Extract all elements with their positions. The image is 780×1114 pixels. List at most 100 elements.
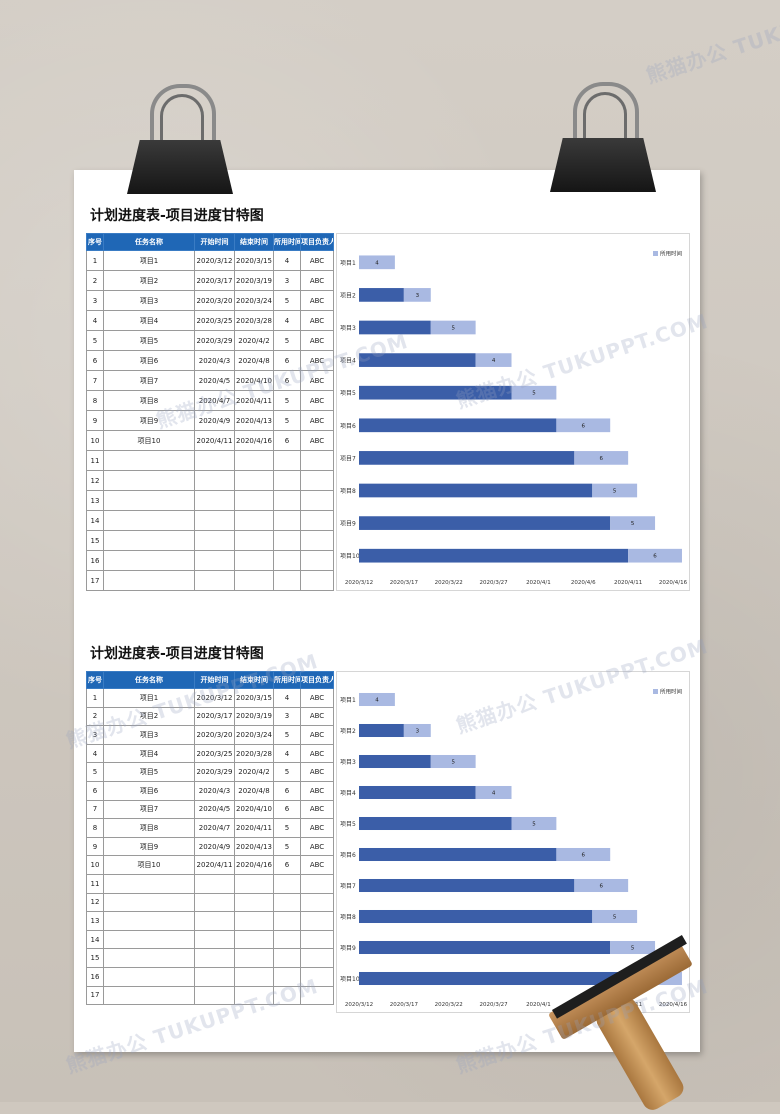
table-cell[interactable]: 6: [273, 780, 301, 801]
table-cell[interactable]: [273, 911, 301, 931]
table-cell[interactable]: 15: [86, 530, 104, 551]
table-cell[interactable]: 11: [86, 873, 104, 894]
table-cell[interactable]: 5: [86, 330, 104, 351]
table-cell[interactable]: 4: [273, 310, 301, 331]
table-cell[interactable]: [194, 570, 235, 591]
table-cell[interactable]: 4: [273, 250, 301, 271]
table-cell[interactable]: [234, 550, 274, 571]
table-cell[interactable]: ABC: [300, 310, 334, 331]
table-cell[interactable]: [194, 450, 235, 471]
table-cell[interactable]: 2020/3/24: [234, 290, 274, 311]
table-cell[interactable]: 17: [86, 985, 104, 1006]
table-cell[interactable]: [194, 948, 235, 968]
table-cell[interactable]: [273, 929, 301, 950]
table-cell[interactable]: [273, 450, 301, 471]
table-cell[interactable]: [103, 911, 195, 931]
table-cell[interactable]: [194, 490, 235, 511]
table-cell[interactable]: ABC: [300, 270, 334, 291]
table-cell[interactable]: [273, 490, 301, 511]
table-cell[interactable]: 2: [86, 270, 104, 291]
table-cell[interactable]: 2020/3/24: [234, 725, 274, 745]
table-cell[interactable]: 10: [86, 430, 104, 451]
table-cell[interactable]: 7: [86, 370, 104, 391]
table-cell[interactable]: 13: [86, 490, 104, 511]
table-cell[interactable]: 项目2: [103, 270, 195, 291]
table-cell[interactable]: 2020/3/12: [194, 250, 235, 271]
table-cell[interactable]: ABC: [300, 330, 334, 351]
table-cell[interactable]: [300, 873, 334, 894]
table-cell[interactable]: [300, 929, 334, 950]
table-cell[interactable]: 2020/3/28: [234, 743, 274, 764]
table-cell[interactable]: [300, 985, 334, 1006]
table-cell[interactable]: [103, 966, 195, 987]
table-cell[interactable]: 12: [86, 892, 104, 913]
table-cell[interactable]: [273, 550, 301, 571]
table-cell[interactable]: 2020/4/7: [194, 818, 235, 838]
table-cell[interactable]: 11: [86, 450, 104, 471]
table-cell[interactable]: ABC: [300, 290, 334, 311]
table-cell[interactable]: [300, 948, 334, 968]
table-cell[interactable]: [273, 470, 301, 491]
table-cell[interactable]: ABC: [300, 725, 334, 745]
table-cell[interactable]: [103, 873, 195, 894]
table-cell[interactable]: ABC: [300, 250, 334, 271]
table-cell[interactable]: [300, 911, 334, 931]
table-cell[interactable]: 项目4: [103, 310, 195, 331]
table-cell[interactable]: ABC: [300, 799, 334, 820]
table-cell[interactable]: 项目3: [103, 290, 195, 311]
table-cell[interactable]: 2020/4/2: [234, 330, 274, 351]
table-cell[interactable]: 2020/3/29: [194, 762, 235, 782]
table-cell[interactable]: 5: [273, 836, 301, 857]
table-cell[interactable]: ABC: [300, 706, 334, 727]
table-cell[interactable]: [300, 892, 334, 913]
table-cell[interactable]: 2020/3/20: [194, 290, 235, 311]
table-cell[interactable]: [103, 948, 195, 968]
table-cell[interactable]: [103, 530, 195, 551]
table-cell[interactable]: 项目7: [103, 799, 195, 820]
table-cell[interactable]: 2020/4/11: [194, 855, 235, 875]
table-cell[interactable]: 4: [86, 310, 104, 331]
table-cell[interactable]: 2020/4/13: [234, 836, 274, 857]
table-cell[interactable]: [103, 510, 195, 531]
table-cell[interactable]: ABC: [300, 743, 334, 764]
table-cell[interactable]: [194, 911, 235, 931]
table-cell[interactable]: [194, 510, 235, 531]
table-cell[interactable]: 2020/3/20: [194, 725, 235, 745]
table-cell[interactable]: 15: [86, 948, 104, 968]
table-cell[interactable]: 2020/4/16: [234, 855, 274, 875]
table-cell[interactable]: ABC: [300, 688, 334, 708]
table-cell[interactable]: ABC: [300, 762, 334, 782]
table-cell[interactable]: 2020/3/17: [194, 270, 235, 291]
table-cell[interactable]: [234, 530, 274, 551]
table-cell[interactable]: 1: [86, 688, 104, 708]
table-cell[interactable]: [234, 948, 274, 968]
table-cell[interactable]: [194, 929, 235, 950]
table-cell[interactable]: [273, 510, 301, 531]
table-cell[interactable]: 7: [86, 799, 104, 820]
table-cell[interactable]: [194, 470, 235, 491]
table-cell[interactable]: [273, 873, 301, 894]
table-cell[interactable]: 5: [273, 818, 301, 838]
table-cell[interactable]: [103, 570, 195, 591]
table-cell[interactable]: [194, 966, 235, 987]
table-cell[interactable]: [234, 510, 274, 531]
table-cell[interactable]: [234, 929, 274, 950]
table-cell[interactable]: ABC: [300, 818, 334, 838]
table-cell[interactable]: 2020/4/2: [234, 762, 274, 782]
table-cell[interactable]: 3: [273, 706, 301, 727]
table-cell[interactable]: 14: [86, 510, 104, 531]
table-cell[interactable]: 项目10: [103, 430, 195, 451]
table-cell[interactable]: [273, 570, 301, 591]
table-cell[interactable]: [194, 873, 235, 894]
table-cell[interactable]: 9: [86, 410, 104, 431]
table-cell[interactable]: 16: [86, 550, 104, 571]
table-cell[interactable]: ABC: [300, 780, 334, 801]
table-cell[interactable]: 2020/3/25: [194, 310, 235, 331]
table-cell[interactable]: 2020/4/13: [234, 410, 274, 431]
table-cell[interactable]: 8: [86, 818, 104, 838]
table-cell[interactable]: 6: [86, 780, 104, 801]
table-cell[interactable]: [234, 450, 274, 471]
table-cell[interactable]: 项目10: [103, 855, 195, 875]
table-cell[interactable]: [103, 450, 195, 471]
table-cell[interactable]: 项目4: [103, 743, 195, 764]
